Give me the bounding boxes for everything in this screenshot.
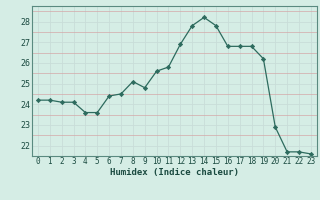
X-axis label: Humidex (Indice chaleur): Humidex (Indice chaleur) (110, 168, 239, 177)
